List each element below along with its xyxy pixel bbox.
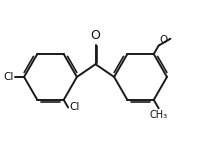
Text: Cl: Cl (3, 72, 14, 82)
Text: O: O (160, 35, 168, 45)
Text: Cl: Cl (69, 102, 79, 112)
Text: CH₃: CH₃ (149, 110, 168, 120)
Text: O: O (90, 29, 100, 42)
